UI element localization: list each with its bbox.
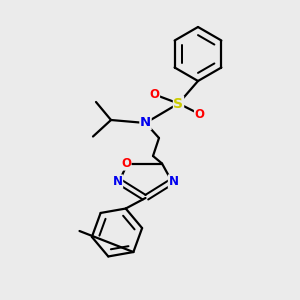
Text: N: N [140,116,151,130]
Text: N: N [112,175,123,188]
Text: O: O [121,157,131,170]
Text: O: O [149,88,160,101]
Text: S: S [173,97,184,110]
Text: O: O [194,107,205,121]
Text: N: N [168,175,178,188]
